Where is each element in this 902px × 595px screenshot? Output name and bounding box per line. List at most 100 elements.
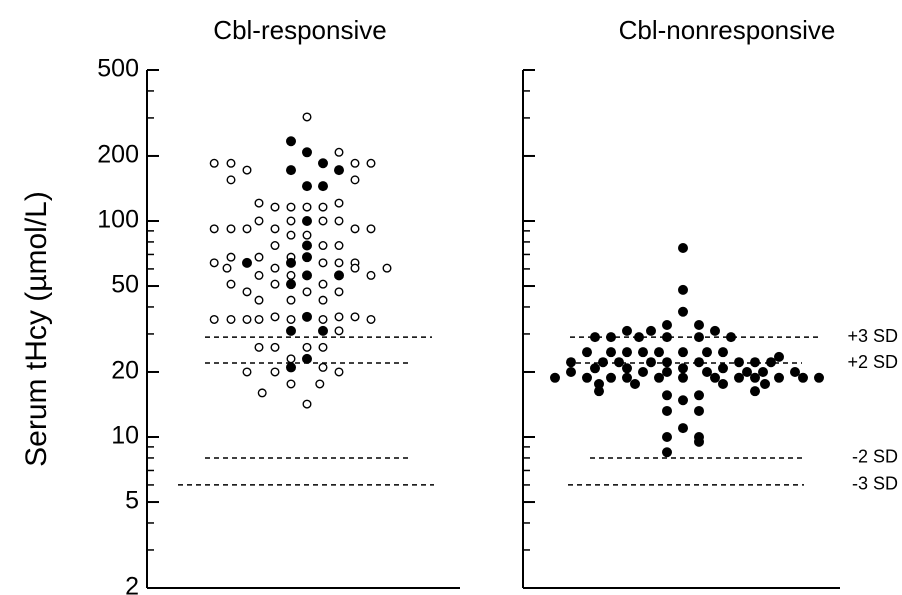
open-dot — [334, 312, 344, 322]
filled-dot — [662, 320, 672, 331]
filled-dot — [550, 372, 560, 383]
open-dot — [315, 379, 325, 389]
reference-label: -3 SD — [852, 474, 898, 494]
filled-dot — [734, 357, 744, 368]
filled-dot — [718, 347, 728, 358]
open-dot — [226, 314, 236, 324]
filled-dot — [634, 332, 644, 343]
open-dot — [318, 258, 328, 268]
filled-dot — [710, 325, 720, 336]
filled-dot — [622, 347, 632, 358]
filled-dot — [694, 332, 704, 343]
open-dot — [270, 367, 280, 377]
filled-dot — [606, 372, 616, 383]
filled-dot — [654, 347, 664, 358]
filled-dot — [286, 165, 296, 176]
open-dot — [226, 175, 236, 185]
open-dot — [334, 198, 344, 208]
filled-dot — [646, 325, 656, 336]
open-dot — [254, 216, 264, 226]
filled-dot — [678, 242, 688, 253]
open-dot — [350, 263, 360, 273]
panel-title: Cbl-nonresponsive — [619, 15, 836, 45]
filled-dot — [760, 378, 770, 389]
filled-dot — [302, 240, 312, 251]
filled-dot — [334, 270, 344, 281]
open-dot — [286, 314, 296, 324]
filled-dot — [734, 372, 744, 383]
reference-label: +2 SD — [847, 352, 898, 372]
open-dot — [334, 287, 344, 297]
filled-dot — [606, 347, 616, 358]
filled-dot — [694, 436, 704, 447]
open-dot — [350, 224, 360, 234]
filled-dot — [622, 372, 632, 383]
open-dot — [318, 295, 328, 305]
filled-dot — [694, 357, 704, 368]
open-dot — [226, 224, 236, 234]
open-dot — [270, 342, 280, 352]
y-axis-label: Serum tHcy (µmol/L) — [20, 191, 53, 467]
filled-dot — [694, 405, 704, 416]
open-dot — [302, 342, 312, 352]
reference-label: +3 SD — [847, 326, 898, 346]
open-dot — [302, 202, 312, 212]
y-tick-label: 20 — [111, 357, 139, 385]
open-dot — [242, 314, 252, 324]
open-dot — [222, 263, 232, 273]
y-tick-label: 10 — [111, 422, 139, 450]
filled-dot — [702, 347, 712, 358]
filled-dot — [302, 215, 312, 226]
filled-dot — [710, 372, 720, 383]
filled-dot — [774, 372, 784, 383]
filled-dot — [662, 366, 672, 377]
filled-dot — [766, 357, 776, 368]
filled-dot — [318, 325, 328, 336]
open-dot — [270, 241, 280, 251]
open-dot — [286, 379, 296, 389]
filled-dot — [286, 257, 296, 268]
open-dot — [270, 263, 280, 273]
open-dot — [334, 367, 344, 377]
open-dot — [318, 241, 328, 251]
open-dot — [254, 342, 264, 352]
filled-dot — [726, 332, 736, 343]
open-dot — [254, 314, 264, 324]
open-dot — [257, 388, 267, 398]
filled-dot — [654, 372, 664, 383]
filled-dot — [646, 357, 656, 368]
filled-dot — [334, 165, 344, 176]
open-dot — [318, 279, 328, 289]
filled-dot — [318, 181, 328, 192]
filled-dot — [622, 325, 632, 336]
filled-dot — [638, 347, 648, 358]
filled-dot — [798, 372, 808, 383]
open-dot — [254, 252, 264, 262]
filled-dot — [286, 279, 296, 290]
open-dot — [318, 202, 328, 212]
filled-dot — [678, 306, 688, 317]
open-dot — [350, 158, 360, 168]
filled-dot — [302, 353, 312, 364]
open-dot — [334, 258, 344, 268]
filled-dot — [614, 357, 624, 368]
filled-dot — [590, 332, 600, 343]
filled-dot — [566, 366, 576, 377]
filled-dot — [742, 366, 752, 377]
open-dot — [350, 175, 360, 185]
y-tick-label: 200 — [97, 141, 139, 169]
filled-dot — [598, 357, 608, 368]
filled-dot — [302, 270, 312, 281]
filled-dot — [622, 363, 632, 374]
filled-dot — [662, 432, 672, 443]
filled-dot — [286, 362, 296, 373]
open-dot — [318, 362, 328, 372]
open-dot — [242, 287, 252, 297]
open-dot — [226, 158, 236, 168]
filled-dot — [702, 366, 712, 377]
filled-dot — [750, 386, 760, 397]
filled-dot — [242, 257, 252, 268]
open-dot — [366, 224, 376, 234]
filled-dot — [718, 363, 728, 374]
